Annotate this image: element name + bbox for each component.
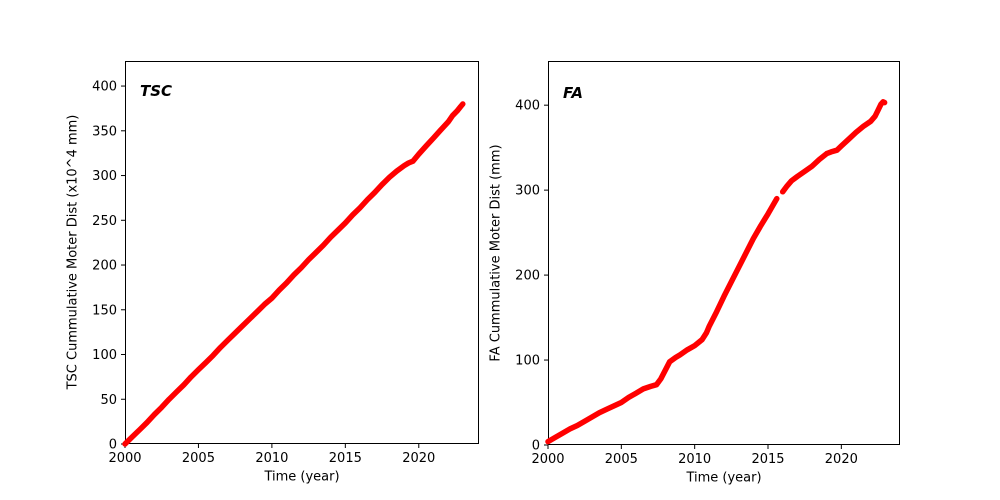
tsc-panel-label: TSC bbox=[140, 82, 173, 100]
data-line-fa bbox=[545, 195, 780, 445]
y-tick-label: 350 bbox=[92, 124, 117, 139]
x-tick-label: 2005 bbox=[605, 452, 638, 467]
axes-spines bbox=[125, 61, 479, 444]
tsc-x-axis-label: Time (year) bbox=[264, 469, 340, 485]
x-tick-label: 2015 bbox=[329, 451, 362, 466]
y-tick-label: 400 bbox=[515, 99, 540, 114]
x-tick-label: 2020 bbox=[825, 452, 858, 467]
x-tick-label: 2010 bbox=[255, 451, 288, 466]
y-tick-label: 150 bbox=[92, 303, 117, 318]
y-tick-label: 300 bbox=[92, 169, 117, 184]
data-line-fa bbox=[779, 99, 888, 195]
y-tick-label: 250 bbox=[92, 214, 117, 229]
tsc-plot-canvas: 2000 2005 2010 2015 2020 0 50 100 150 200 250 300 35… bbox=[92, 61, 479, 466]
x-tick-label: 2000 bbox=[108, 451, 141, 466]
data-line-tsc bbox=[122, 101, 466, 447]
y-tick-label: 100 bbox=[515, 354, 540, 369]
y-tick-label: 50 bbox=[100, 393, 117, 408]
fa-y-axis-label: FA Cummulative Moter Dist (mm) bbox=[488, 144, 504, 362]
fa-panel-label: FA bbox=[563, 84, 583, 102]
axes-spines bbox=[548, 61, 900, 445]
x-tick-label: 2020 bbox=[402, 451, 435, 466]
y-tick-label: 300 bbox=[515, 184, 540, 199]
y-tick-label: 0 bbox=[532, 439, 540, 454]
fa-x-axis-label: Time (year) bbox=[686, 470, 762, 486]
x-tick-label: 2005 bbox=[182, 451, 215, 466]
x-tick-label: 2015 bbox=[751, 452, 784, 467]
y-tick-label: 400 bbox=[92, 80, 117, 95]
y-tick-label: 200 bbox=[515, 269, 540, 284]
x-tick-label: 2010 bbox=[678, 452, 711, 467]
y-tick-label: 100 bbox=[92, 348, 117, 363]
y-tick-label: 200 bbox=[92, 259, 117, 274]
fa-plot-canvas: 2000 2005 2010 2015 2020 0 100 200 300 400 bbox=[515, 61, 900, 467]
tsc-y-axis-label: TSC Cummulative Moter Dist (x10^4 mm) bbox=[65, 114, 81, 390]
y-tick-label: 0 bbox=[109, 438, 117, 453]
x-tick-label: 2000 bbox=[531, 452, 564, 467]
